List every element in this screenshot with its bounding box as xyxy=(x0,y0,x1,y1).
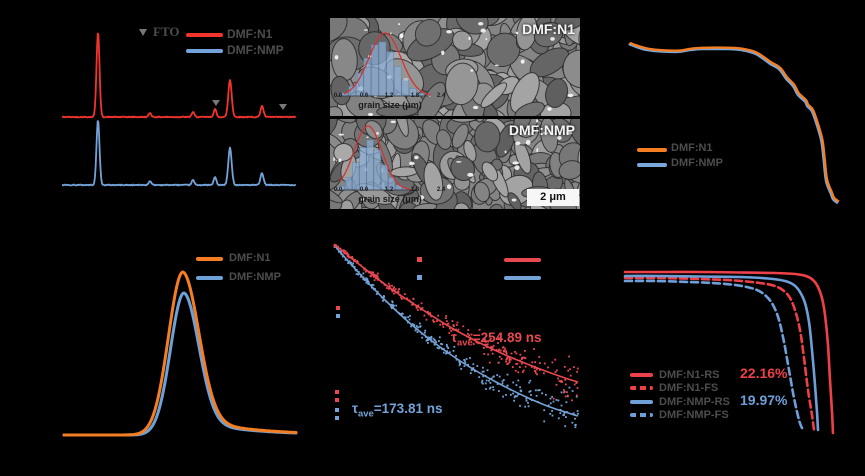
legend-label-xrd-nmp: DMF:NMP xyxy=(227,43,284,57)
fto-marker-icon xyxy=(279,104,287,110)
legend-swatch-pl-n1 xyxy=(196,257,223,261)
tau-symbol: τ xyxy=(451,330,458,345)
sem-image-0 xyxy=(330,18,580,116)
legend-label-curve-n1: DMF:N1 xyxy=(671,142,713,154)
trpl-scatter-DMF:N1 xyxy=(333,244,579,402)
xrd-trace-DMF:N1 xyxy=(61,32,296,119)
trpl-legend-line-nmp xyxy=(504,276,541,280)
trpl-axis-marker xyxy=(335,408,339,412)
trpl-legend-marker-n1 xyxy=(417,257,422,262)
jv-curve-DMF:N1-FS xyxy=(623,276,816,432)
inset2-tick-3: 1.8 xyxy=(410,187,420,193)
legend-swatch-xrd-nmp xyxy=(186,49,223,53)
fto-marker-icon xyxy=(139,29,147,36)
legend-swatch-curve-n1 xyxy=(637,148,667,152)
pce-value-n1: 22.16% xyxy=(740,365,788,381)
legend-swatch-jv-n1-rs xyxy=(630,373,653,377)
inset2-tick-0: 0.0 xyxy=(333,187,343,193)
inset2-tick-4: 2.4 xyxy=(436,187,446,193)
fto-legend-label: FTO xyxy=(153,24,180,39)
xrd-trace-DMF:NMP xyxy=(61,120,297,187)
trpl-axis-marker xyxy=(336,306,340,310)
inset2-tick-2: 1.2 xyxy=(384,187,394,193)
legend-label-pl-nmp: DMF:NMP xyxy=(229,271,281,283)
trpl-axis-marker xyxy=(335,416,339,420)
jv-curve-DMF:N1-RS xyxy=(623,270,835,435)
legend-label-jv-n1-fs: DMF:N1-FS xyxy=(659,382,719,394)
legend-swatch-xrd-n1 xyxy=(186,33,223,37)
tau-value: =173.81 ns xyxy=(373,401,443,416)
inset2-xlabel: grain size (μm) xyxy=(358,194,422,204)
legend-swatch-jv-n1-fs xyxy=(630,386,653,390)
fto-marker-icon xyxy=(212,100,220,106)
tau-annotation-nmp: τave=173.81 ns xyxy=(352,401,442,421)
trpl-axis-marker xyxy=(336,314,340,318)
scale-bar: 2 μm xyxy=(527,189,579,206)
inset1-xlabel: grain size (μm) xyxy=(358,100,422,110)
jv-curve-DMF:NMP-RS xyxy=(623,274,820,432)
legend-label-xrd-n1: DMF:N1 xyxy=(227,27,273,41)
curve-dmf-nmp xyxy=(628,42,839,205)
legend-label-jv-n1-rs: DMF:N1-RS xyxy=(659,369,720,381)
inset2-tick-1: 0.6 xyxy=(359,187,369,193)
legend-label-pl-n1: DMF:N1 xyxy=(229,252,271,264)
legend-label-jv-nmp-rs: DMF:NMP-RS xyxy=(659,396,730,408)
inset1-tick-0: 0.0 xyxy=(333,93,343,99)
sem-label-dmf-nmp: DMF:NMP xyxy=(508,122,575,138)
inset1-tick-2: 1.2 xyxy=(384,93,394,99)
trpl-axis-marker xyxy=(335,398,339,402)
legend-swatch-pl-nmp xyxy=(196,276,223,280)
trpl-fit-DMF:N1 xyxy=(333,243,579,383)
tau-subscript: ave xyxy=(358,408,374,420)
legend-label-curve-nmp: DMF:NMP xyxy=(671,157,723,169)
inset1-tick-4: 2.4 xyxy=(436,93,446,99)
trpl-legend-line-n1 xyxy=(504,258,541,262)
trpl-legend-marker-nmp xyxy=(417,275,422,280)
tau-annotation-n1: τave=254.89 ns xyxy=(451,330,541,350)
pl-curve-DMF:N1 xyxy=(62,270,298,437)
jv-curve-DMF:NMP-FS xyxy=(623,279,804,430)
tau-value: =254.89 ns xyxy=(472,330,542,345)
tau-subscript: ave xyxy=(457,337,473,349)
inset1-tick-3: 1.8 xyxy=(410,93,420,99)
trpl-axis-marker xyxy=(335,390,339,394)
legend-swatch-curve-nmp xyxy=(637,163,667,167)
pce-value-nmp: 19.97% xyxy=(740,392,788,408)
legend-swatch-jv-nmp-fs xyxy=(630,413,653,417)
legend-label-jv-nmp-fs: DMF:NMP-FS xyxy=(659,409,729,421)
pl-curve-DMF:NMP xyxy=(62,291,298,437)
legend-swatch-jv-nmp-rs xyxy=(630,400,653,404)
sem-label-dmf-n1: DMF:N1 xyxy=(522,21,575,37)
tau-symbol: τ xyxy=(352,401,359,416)
curve-dmf-n1 xyxy=(629,41,840,203)
inset1-tick-1: 0.6 xyxy=(359,93,369,99)
trpl-fit-DMF:NMP xyxy=(333,244,579,417)
